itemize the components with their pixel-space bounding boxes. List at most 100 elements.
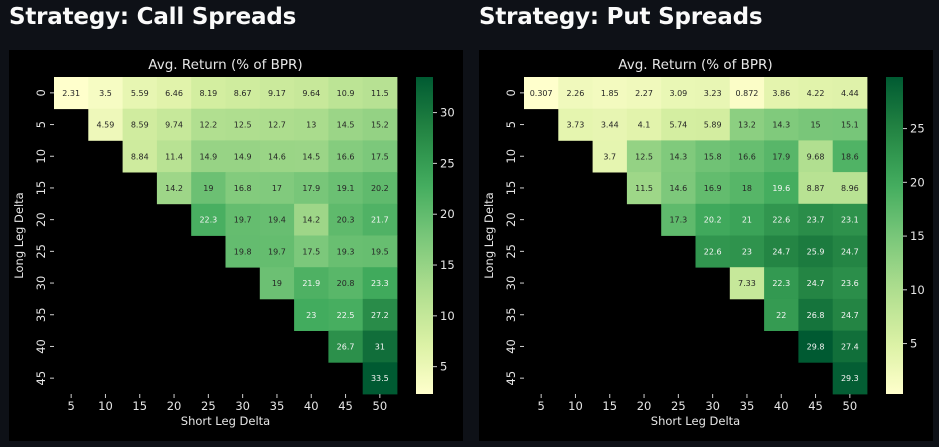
call-spreads-heatmap: Avg. Return (% of BPR) 2.31 3.5 5.59 6.46 8.1… — [9, 50, 463, 441]
put-spreads-heatmap: Avg. Return (% of BPR) 0.307 2.26 1.85 2.27 3… — [479, 50, 933, 441]
heatmap-cell-r0-c5 — [225, 77, 261, 110]
heatmap-cell-r7-c8 — [798, 298, 834, 331]
heatmap-cell-r4-c7 — [764, 203, 799, 236]
cell-label-r4-c9: 21.7 — [371, 216, 389, 225]
heatmap-cell-r2-c7 — [764, 140, 799, 173]
y-tick-label-30: 30 — [504, 276, 518, 291]
cell-label-r1-c2: 3.44 — [601, 121, 619, 130]
cell-label-r3-c5: 16.9 — [704, 184, 722, 193]
heatmap-cell-r6-c8 — [798, 267, 834, 300]
cell-label-r3-c4: 14.6 — [669, 184, 687, 193]
x-tick-label-10: 10 — [568, 399, 583, 413]
cell-label-r2-c9: 17.5 — [371, 152, 389, 161]
y-tick-label-5: 5 — [34, 121, 48, 128]
cell-label-r2-c8: 9.68 — [807, 152, 825, 161]
heatmap-cell-r6-c6 — [259, 267, 295, 300]
heatmap-cell-r0-c0 — [54, 77, 89, 110]
x-tick-label-20: 20 — [167, 399, 182, 413]
cell-label-r2-c5: 15.8 — [704, 152, 722, 161]
heatmap-cell-r6-c7 — [294, 267, 329, 300]
cell-label-r3-c9: 8.96 — [841, 184, 859, 193]
cell-label-r7-c7: 23 — [306, 311, 316, 320]
heatmap-cell-r5-c9 — [832, 235, 868, 268]
heatmap-cell-r7-c8 — [328, 298, 364, 331]
cell-label-r2-c7: 14.5 — [302, 152, 320, 161]
heatmap-cell-r4-c5 — [695, 203, 731, 236]
cell-label-r5-c7: 24.7 — [772, 247, 790, 256]
cell-label-r6-c9: 23.3 — [371, 279, 389, 288]
cell-label-r2-c3: 12.5 — [635, 152, 653, 161]
cell-label-r5-c9: 19.5 — [371, 247, 389, 256]
heatmap-cell-r5-c5 — [695, 235, 731, 268]
cell-label-r9-c9: 33.5 — [371, 374, 389, 383]
heatmap-cell-r0-c4 — [191, 77, 226, 110]
heatmap-cell-r0-c3 — [156, 77, 192, 110]
x-tick-label-50: 50 — [373, 399, 388, 413]
colorbar-tick-label-25: 25 — [440, 156, 455, 170]
heatmap-cell-r2-c6 — [729, 140, 765, 173]
cell-label-r0-c4: 8.19 — [199, 89, 217, 98]
cell-label-r2-c4: 14.3 — [669, 152, 687, 161]
cell-label-r9-c9: 29.3 — [841, 374, 859, 383]
cell-label-r1-c9: 15.1 — [841, 121, 859, 130]
heatmap-cell-r3-c5 — [225, 172, 261, 205]
heatmap-cell-r4-c4 — [191, 203, 226, 236]
y-tick-label-0: 0 — [504, 89, 518, 96]
heatmap-cell-r3-c5 — [695, 172, 731, 205]
heatmap-cell-r3-c3 — [156, 172, 192, 205]
cell-label-r3-c9: 20.2 — [371, 184, 389, 193]
x-tick-label-50: 50 — [843, 399, 858, 413]
cell-label-r4-c9: 23.1 — [841, 216, 859, 225]
y-tick-label-35: 35 — [504, 307, 518, 322]
heatmap-cell-r3-c6 — [259, 172, 295, 205]
cell-label-r1-c3: 4.1 — [638, 121, 651, 130]
heatmap-cell-r2-c9 — [832, 140, 868, 173]
heatmap-cell-r2-c6 — [259, 140, 295, 173]
cell-label-r8-c9: 31 — [375, 342, 385, 351]
cell-label-r0-c9: 4.44 — [841, 89, 859, 98]
heatmap-cell-r8-c9 — [832, 330, 868, 363]
heatmap-cell-r6-c9 — [362, 267, 398, 300]
cell-label-r2-c5: 14.9 — [234, 152, 252, 161]
heatmap-cell-r7-c9 — [832, 298, 868, 331]
heatmap-cell-r0-c9 — [362, 77, 398, 110]
cell-label-r0-c5: 3.23 — [704, 89, 722, 98]
y-tick-label-30: 30 — [34, 276, 48, 291]
cell-label-r0-c0: 0.307 — [530, 89, 553, 98]
cell-label-r8-c9: 27.4 — [841, 342, 859, 351]
cell-label-r0-c5: 8.67 — [234, 89, 252, 98]
heatmap-cell-r4-c9 — [832, 203, 868, 236]
x-tick-label-5: 5 — [67, 399, 74, 413]
cell-label-r0-c2: 5.59 — [131, 89, 149, 98]
cell-label-r2-c8: 16.6 — [337, 152, 355, 161]
y-tick-label-45: 45 — [34, 371, 48, 386]
cell-label-r0-c8: 4.22 — [807, 89, 825, 98]
heatmap-cell-r0-c6 — [259, 77, 295, 110]
heatmap-cell-r0-c9 — [832, 77, 868, 110]
colorbar-tick-label-10: 10 — [910, 283, 925, 297]
call-spreads-title: Strategy: Call Spreads — [9, 4, 297, 30]
heatmap-cell-r4-c9 — [362, 203, 398, 236]
colorbar — [416, 77, 433, 394]
cell-label-r4-c4: 17.3 — [669, 216, 687, 225]
x-tick-label-20: 20 — [637, 399, 652, 413]
cell-label-r2-c4: 14.9 — [199, 152, 217, 161]
cell-label-r5-c7: 17.5 — [302, 247, 320, 256]
cell-label-r2-c6: 14.6 — [268, 152, 286, 161]
y-tick-label-45: 45 — [504, 371, 518, 386]
heatmap-cell-r7-c7 — [294, 298, 329, 331]
heatmap-cell-r0-c2 — [592, 77, 628, 110]
cell-label-r1-c4: 5.74 — [669, 121, 687, 130]
cell-label-r3-c5: 16.8 — [234, 184, 252, 193]
heatmap-cell-r3-c9 — [832, 172, 868, 205]
cell-label-r3-c6: 17 — [272, 184, 282, 193]
cell-label-r1-c1: 4.59 — [97, 121, 115, 130]
x-tick-label-15: 15 — [132, 399, 147, 413]
cell-label-r0-c4: 3.09 — [669, 89, 687, 98]
cell-label-r6-c6: 7.33 — [738, 279, 756, 288]
heatmap-cell-r2-c2 — [122, 140, 158, 173]
cell-label-r0-c3: 6.46 — [165, 89, 183, 98]
cell-label-r0-c3: 2.27 — [635, 89, 653, 98]
heatmap-cell-r2-c4 — [191, 140, 226, 173]
y-tick-label-10: 10 — [504, 149, 518, 164]
